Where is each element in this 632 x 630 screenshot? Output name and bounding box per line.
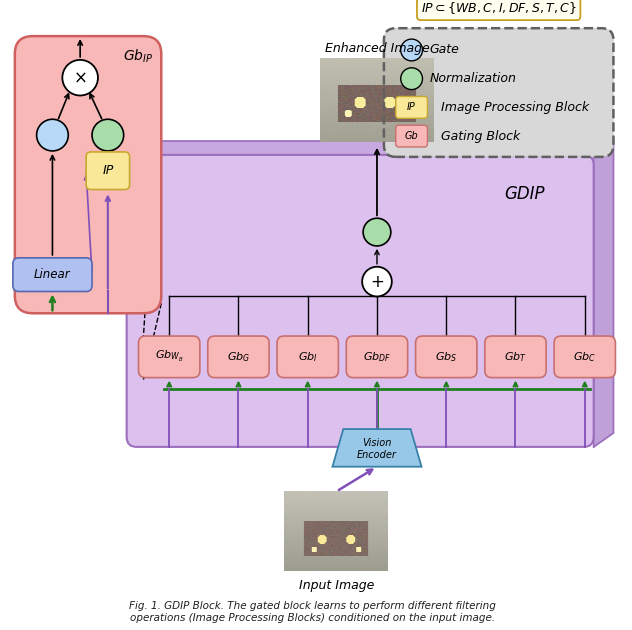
Text: Gb: Gb [404,131,418,141]
Text: Enhanced Image: Enhanced Image [325,42,429,55]
FancyBboxPatch shape [86,152,130,190]
FancyBboxPatch shape [13,258,92,292]
Text: $Gb_{T}$: $Gb_{T}$ [504,350,527,364]
Text: Linear: Linear [34,268,71,281]
FancyBboxPatch shape [346,336,408,377]
Text: IP: IP [102,164,114,177]
FancyBboxPatch shape [416,336,477,377]
FancyBboxPatch shape [384,28,614,157]
Text: Vision: Vision [362,438,392,448]
Circle shape [37,119,68,151]
Polygon shape [332,429,422,467]
Text: $IP \subset \{WB, C, I, DF, S, T, C\}$: $IP \subset \{WB, C, I, DF, S, T, C\}$ [421,1,576,16]
Text: $Gb_{G}$: $Gb_{G}$ [227,350,250,364]
Text: $Gb_{DF}$: $Gb_{DF}$ [363,350,391,364]
Circle shape [363,218,391,246]
FancyBboxPatch shape [15,36,161,313]
Text: Fig. 1. GDIP Block. The gated block learns to perform different filtering
operat: Fig. 1. GDIP Block. The gated block lear… [129,602,496,623]
Circle shape [401,68,422,89]
Text: $Gb_{W_B}$: $Gb_{W_B}$ [155,349,183,364]
Text: $Gb_{IP}$: $Gb_{IP}$ [123,48,154,66]
Circle shape [401,39,422,61]
FancyBboxPatch shape [485,336,546,377]
Text: IP: IP [407,103,416,112]
Circle shape [362,266,392,297]
Text: Gate: Gate [429,43,459,57]
FancyBboxPatch shape [396,96,427,118]
Text: Image Processing Block: Image Processing Block [429,101,590,114]
FancyBboxPatch shape [208,336,269,377]
Circle shape [63,60,98,96]
Polygon shape [593,141,614,447]
Circle shape [92,119,124,151]
Text: Gating Block: Gating Block [429,130,521,142]
Text: GDIP: GDIP [504,185,545,203]
Text: $Gb_{C}$: $Gb_{C}$ [573,350,597,364]
Text: Input Image: Input Image [299,579,374,592]
FancyBboxPatch shape [396,125,427,147]
Polygon shape [126,141,614,155]
Text: +: + [370,273,384,290]
Text: Encoder: Encoder [357,450,397,460]
FancyBboxPatch shape [554,336,616,377]
Text: Normalization: Normalization [429,72,516,85]
FancyBboxPatch shape [277,336,338,377]
Text: $Gb_{I}$: $Gb_{I}$ [298,350,318,364]
FancyBboxPatch shape [126,155,593,447]
Text: $Gb_{S}$: $Gb_{S}$ [435,350,458,364]
FancyBboxPatch shape [138,336,200,377]
Text: $\times$: $\times$ [73,69,87,87]
